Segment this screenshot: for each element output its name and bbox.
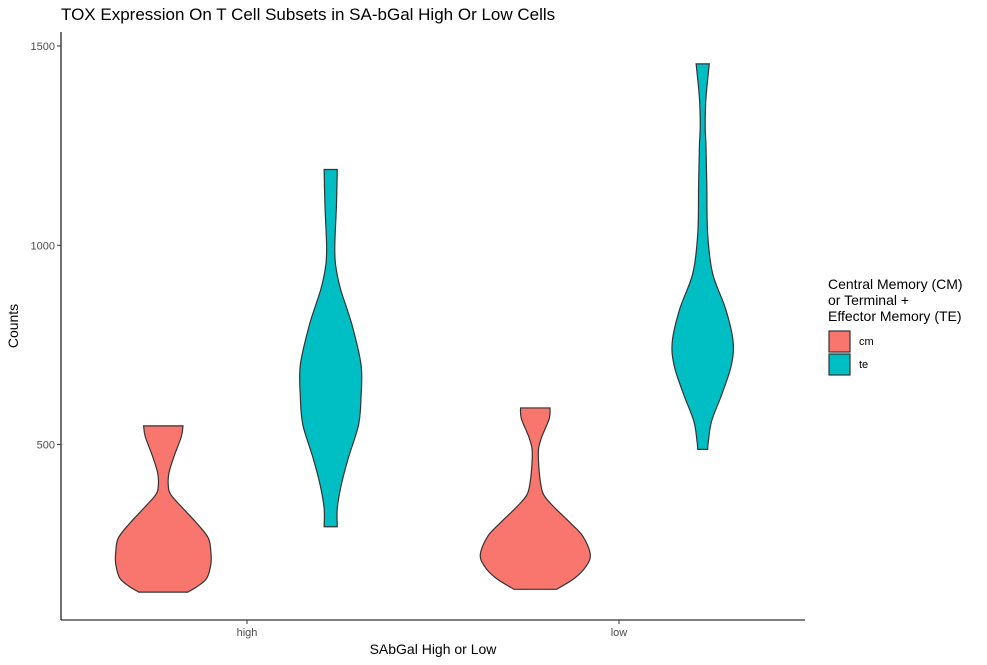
violin-cm-high	[114, 425, 212, 593]
x-axis-ticks: high low	[237, 620, 628, 639]
legend-title-line: or Terminal +	[828, 292, 909, 308]
violin-te-low	[671, 63, 735, 450]
violin-te-high	[298, 168, 363, 528]
legend-key-cm	[828, 330, 851, 353]
legend-title-line: Central Memory (CM)	[828, 276, 963, 292]
y-tick-label: 500	[37, 440, 55, 452]
legend-title-line: Effector Memory (TE)	[828, 308, 962, 324]
x-tick-label-low: low	[611, 627, 628, 639]
legend-key-te	[828, 353, 851, 376]
legend-label-cm: cm	[859, 336, 874, 348]
x-axis-title: SAbGal High or Low	[370, 641, 498, 657]
legend-label-te: te	[859, 359, 868, 371]
y-axis-title: Counts	[5, 304, 21, 348]
chart-title: TOX Expression On T Cell Subsets in SA-b…	[61, 5, 555, 24]
y-tick-label: 1500	[31, 41, 55, 53]
x-tick-label-high: high	[237, 627, 258, 639]
plot-area	[114, 63, 735, 593]
legend: Central Memory (CM) or Terminal + Effect…	[828, 276, 963, 376]
violin-cm-low	[479, 407, 591, 590]
y-axis-ticks: 500 1000 1500	[31, 41, 61, 452]
y-tick-label: 1000	[31, 240, 55, 252]
